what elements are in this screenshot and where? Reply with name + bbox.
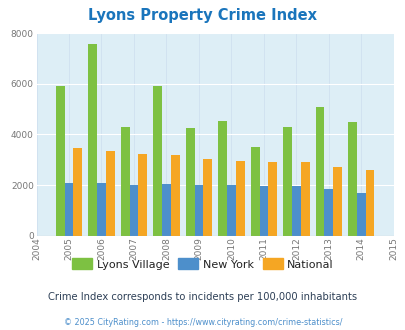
Bar bbox=[97, 183, 106, 236]
Bar bbox=[226, 185, 235, 236]
Bar bbox=[356, 193, 365, 236]
Bar bbox=[162, 184, 171, 236]
Bar bbox=[171, 155, 179, 236]
Bar bbox=[315, 107, 324, 236]
Text: Crime Index corresponds to incidents per 100,000 inhabitants: Crime Index corresponds to incidents per… bbox=[48, 292, 357, 302]
Bar bbox=[121, 127, 129, 236]
Bar bbox=[185, 128, 194, 236]
Bar bbox=[153, 86, 162, 236]
Bar bbox=[324, 189, 333, 236]
Bar bbox=[283, 127, 291, 236]
Legend: Lyons Village, New York, National: Lyons Village, New York, National bbox=[72, 258, 333, 270]
Bar bbox=[365, 170, 373, 236]
Bar bbox=[129, 185, 138, 236]
Bar bbox=[64, 183, 73, 236]
Bar bbox=[194, 185, 203, 236]
Bar bbox=[259, 186, 268, 236]
Bar bbox=[203, 159, 211, 236]
Bar bbox=[235, 161, 244, 236]
Bar bbox=[333, 167, 341, 236]
Bar bbox=[218, 120, 226, 236]
Bar bbox=[88, 45, 97, 236]
Bar bbox=[56, 86, 64, 236]
Text: Lyons Property Crime Index: Lyons Property Crime Index bbox=[88, 8, 317, 23]
Bar bbox=[291, 186, 300, 236]
Bar bbox=[138, 153, 147, 236]
Bar bbox=[73, 148, 82, 236]
Bar bbox=[300, 162, 309, 236]
Bar bbox=[347, 122, 356, 236]
Bar bbox=[268, 162, 276, 236]
Bar bbox=[106, 151, 114, 236]
Text: © 2025 CityRating.com - https://www.cityrating.com/crime-statistics/: © 2025 CityRating.com - https://www.city… bbox=[64, 318, 341, 327]
Bar bbox=[250, 147, 259, 236]
